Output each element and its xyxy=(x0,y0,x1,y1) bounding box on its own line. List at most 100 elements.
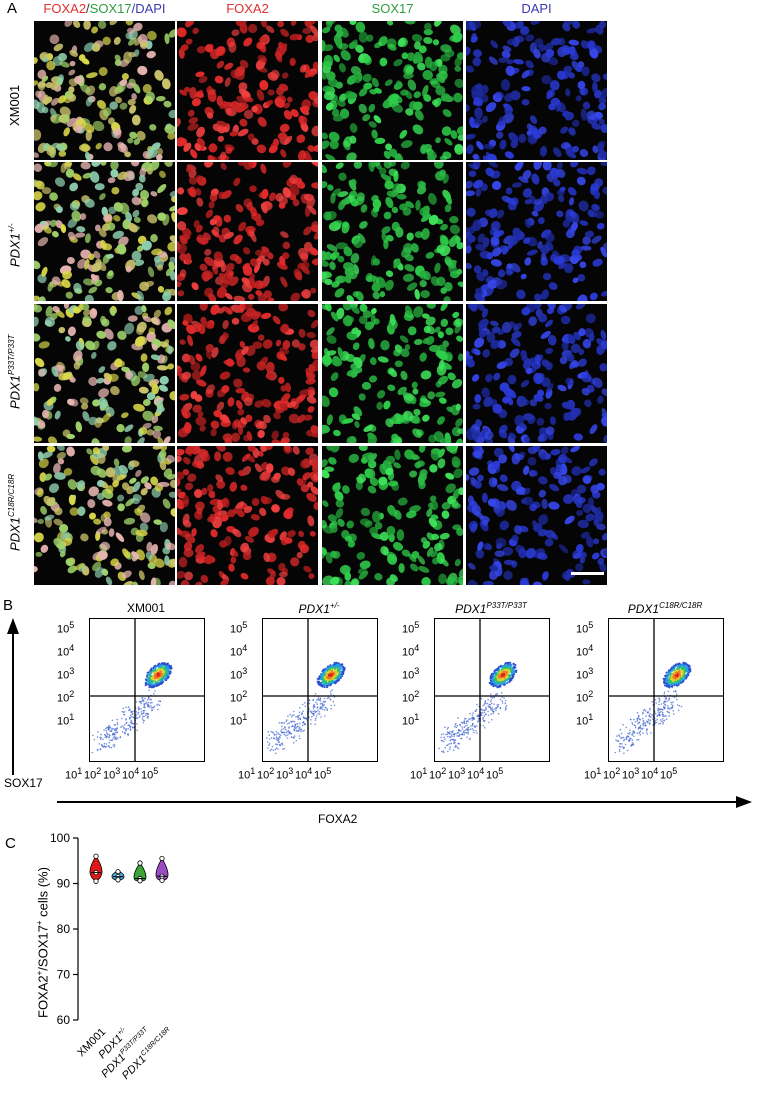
label-superscript: 5 xyxy=(588,620,594,630)
nucleus xyxy=(502,45,512,52)
nucleus xyxy=(129,105,137,114)
nucleus xyxy=(164,555,170,566)
nucleus xyxy=(95,143,102,150)
nucleus xyxy=(167,132,175,140)
nucleus xyxy=(92,447,101,455)
nucleus xyxy=(434,326,441,333)
nucleus xyxy=(565,150,577,159)
nucleus xyxy=(179,236,188,245)
nucleus xyxy=(300,105,310,113)
nucleus xyxy=(416,460,425,467)
nucleus xyxy=(466,104,470,112)
nucleus xyxy=(158,384,169,392)
nucleus xyxy=(428,214,439,225)
nucleus xyxy=(534,198,543,205)
label-base: 10 xyxy=(584,769,597,782)
nucleus xyxy=(306,492,317,502)
nucleus xyxy=(344,571,352,581)
nucleus xyxy=(67,479,77,490)
nucleus xyxy=(298,343,306,351)
nucleus xyxy=(248,293,255,300)
nucleus xyxy=(169,479,175,489)
nucleus xyxy=(198,323,206,335)
y-tick-label: 102 xyxy=(230,689,247,705)
nucleus xyxy=(328,387,339,398)
micrograph-merge xyxy=(34,162,175,301)
nucleus xyxy=(300,115,308,126)
nucleus xyxy=(439,532,450,540)
nucleus xyxy=(88,253,95,261)
nucleus xyxy=(102,446,110,452)
nucleus xyxy=(351,579,359,585)
y-tick-label: 60 xyxy=(57,1013,71,1027)
nucleus xyxy=(373,115,382,124)
label-superscript: 4 xyxy=(653,766,659,776)
nucleus xyxy=(406,52,416,62)
nucleus xyxy=(282,187,291,198)
nucleus xyxy=(499,520,509,531)
nucleus xyxy=(466,180,473,189)
nucleus xyxy=(107,373,119,382)
nucleus xyxy=(254,280,264,290)
nucleus xyxy=(98,388,110,398)
nucleus xyxy=(235,21,247,27)
nucleus xyxy=(275,193,284,202)
nucleus xyxy=(74,124,83,134)
nucleus xyxy=(311,182,318,189)
nucleus xyxy=(524,487,531,495)
nucleus xyxy=(216,95,224,107)
nucleus xyxy=(199,425,206,432)
nucleus xyxy=(500,79,511,91)
nucleus xyxy=(530,21,540,25)
nucleus xyxy=(418,472,427,482)
nucleus xyxy=(313,501,318,510)
nucleus xyxy=(496,484,509,492)
nucleus xyxy=(247,323,260,333)
nucleus xyxy=(134,336,146,347)
nucleus xyxy=(490,221,501,231)
nucleus xyxy=(69,201,80,211)
nucleus xyxy=(355,21,366,33)
nucleus xyxy=(190,390,198,400)
nucleus xyxy=(258,35,270,44)
nucleus xyxy=(131,375,141,387)
nucleus xyxy=(555,464,563,471)
label-base: 10 xyxy=(230,623,243,636)
nucleus xyxy=(466,207,476,217)
nucleus xyxy=(492,460,501,470)
nucleus xyxy=(505,499,517,511)
nucleus xyxy=(180,44,189,51)
nucleus xyxy=(34,129,42,141)
micrograph-dapi xyxy=(466,304,607,443)
nucleus xyxy=(353,162,363,169)
nucleus xyxy=(239,59,249,69)
nucleus xyxy=(43,495,53,506)
label-superscript: 4 xyxy=(414,643,420,653)
label-superscript: 1 xyxy=(422,766,428,776)
nucleus xyxy=(177,471,185,480)
label-superscript: 4 xyxy=(479,766,485,776)
nucleus xyxy=(107,222,116,231)
nucleus xyxy=(108,85,119,97)
nucleus xyxy=(92,399,101,407)
y-tick-label: 103 xyxy=(57,666,74,682)
nucleus xyxy=(259,80,269,91)
nucleus xyxy=(112,230,124,239)
nucleus xyxy=(214,75,224,84)
nucleus xyxy=(547,56,559,66)
nucleus xyxy=(540,330,551,339)
nucleus xyxy=(117,494,125,502)
nucleus xyxy=(427,149,437,159)
label-base: PDX1 xyxy=(7,232,23,267)
nucleus xyxy=(336,276,344,283)
nucleus xyxy=(567,187,577,196)
nucleus xyxy=(150,577,157,585)
nucleus xyxy=(279,438,288,443)
nucleus xyxy=(404,21,416,25)
nucleus xyxy=(417,62,426,71)
nucleus xyxy=(497,339,507,349)
nucleus xyxy=(41,266,48,277)
nucleus xyxy=(384,79,393,86)
nucleus xyxy=(280,276,288,288)
nucleus xyxy=(217,135,225,142)
